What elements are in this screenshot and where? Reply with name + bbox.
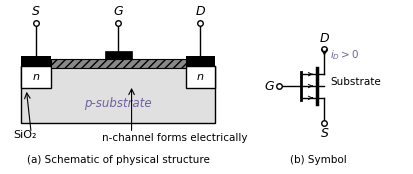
Text: (b) Symbol: (b) Symbol <box>290 155 346 165</box>
Bar <box>21 57 51 66</box>
Text: D: D <box>319 32 328 45</box>
Bar <box>51 60 185 68</box>
Bar <box>21 66 215 123</box>
Text: D: D <box>195 5 205 18</box>
Bar <box>104 51 132 60</box>
Text: n-channel forms electrically: n-channel forms electrically <box>102 133 247 143</box>
Text: G: G <box>113 5 123 18</box>
Bar <box>188 57 212 66</box>
Text: n: n <box>33 72 40 82</box>
Text: S: S <box>32 5 40 18</box>
Text: SiO₂: SiO₂ <box>14 130 37 140</box>
Bar <box>185 57 215 66</box>
Text: n: n <box>197 72 204 82</box>
Bar <box>185 66 215 88</box>
Text: Substrate: Substrate <box>330 77 380 87</box>
Bar <box>21 66 51 88</box>
Text: $i_D > 0$: $i_D > 0$ <box>330 49 359 62</box>
Text: G: G <box>264 80 273 93</box>
Text: S: S <box>320 127 328 140</box>
Text: (a) Schematic of physical structure: (a) Schematic of physical structure <box>27 155 209 165</box>
Bar <box>24 57 48 66</box>
Text: p-substrate: p-substrate <box>84 97 152 110</box>
